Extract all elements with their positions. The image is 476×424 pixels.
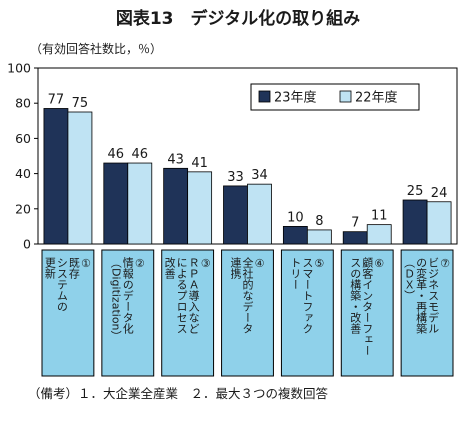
data-label: 46 [132,147,149,162]
y-tick-label: 100 [7,61,31,76]
chart-title: 図表13 デジタル化の取り組み [116,8,360,29]
bar-series22 [247,183,272,245]
bar-series22 [426,201,452,245]
category-label-line: 顧客インターフェー [361,256,374,356]
category-box [280,249,334,377]
bar-series23 [103,162,129,245]
bar-series23 [342,231,368,245]
data-label: 7 [351,216,359,231]
category-box [41,249,95,377]
data-label: 11 [371,209,388,224]
data-label: 75 [72,96,89,111]
y-tick-label: 0 [23,237,31,252]
data-label: 46 [108,147,125,162]
legend-swatch [258,90,271,103]
category-label-line: ⑥ [373,257,386,270]
data-label: 25 [407,184,424,199]
data-label: 10 [287,210,304,225]
bars [43,108,452,245]
data-label: 8 [315,214,323,229]
category-label-line: ⑦ [439,257,452,270]
category-box [221,249,274,377]
y-axis-unit-label: （有効回答社数比，％） [30,41,162,56]
bar-series22 [366,224,392,245]
category-label-line: 連携 [229,256,242,280]
category-label-line: スマートファク [301,257,314,334]
legend-label: 22年度 [355,90,398,106]
data-label: 24 [431,186,448,201]
category-label-line: ④ [253,257,266,270]
data-label: 43 [167,152,184,167]
legend: 23年度 22年度 [250,83,420,111]
legend-box [250,83,420,111]
bar-series23 [163,167,189,245]
legend-swatch [339,90,352,103]
category-label-line: （Digitization） [109,257,122,342]
category-label-line: によるプロセス [175,257,188,334]
category-box [161,249,215,377]
y-tick-label: 20 [15,201,31,216]
category-label-line: （ＤＸ） [403,257,416,301]
category-box [101,249,155,377]
category-label-line: ＲＰＡ導入など [187,257,200,334]
category-box [340,249,394,377]
y-axis-ticks: 0 20 40 60 80 100 [7,61,38,252]
data-label: 33 [227,170,244,185]
category-label-line: システムの [55,257,68,312]
y-tick-label: 40 [15,166,31,181]
category-label-line: ② [133,257,146,270]
legend-label: 23年度 [274,90,317,106]
data-labels: 77 75 46 46 43 41 33 34 10 8 7 11 25 24 [48,92,448,230]
category-label-line: の変革・再構築 [415,257,428,334]
footnote: （備考）１．大企業全産業 ２．最大３つの複数回答 [28,386,329,401]
category-label-line: ⑤ [313,257,326,270]
category-label-line: 既存 [67,257,80,279]
bar-series23 [402,199,428,245]
y-tick-label: 60 [15,131,31,146]
category-label-line: トリー [289,257,302,290]
y-tick-label: 80 [15,96,31,111]
category-label-line: 情報のデータ化 [121,257,134,335]
bar-series22 [187,171,213,245]
category-label-line: ビジネスモデル [427,257,440,334]
category-label-line: ① [79,257,92,270]
bar-series23 [223,185,248,245]
category-box [400,249,454,377]
bar-series22 [306,229,332,245]
category-label-line: 更新 [43,257,56,279]
category-label-line: 全社的なデータ [241,256,254,334]
category-label-line: 改善 [163,256,176,280]
bar-series23 [43,108,69,245]
data-label: 41 [191,156,208,171]
bar-series22 [127,162,153,245]
data-label: 77 [48,92,65,107]
data-label: 34 [251,168,268,183]
bar-series23 [282,225,308,245]
bar-series22 [67,111,93,245]
category-label-line: スの構築・改善 [349,257,362,335]
category-label-line: ③ [199,257,212,270]
